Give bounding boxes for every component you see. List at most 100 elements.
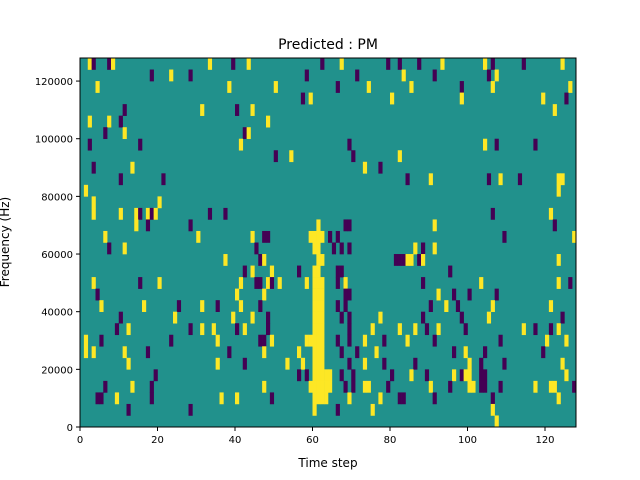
heatmap-cell xyxy=(452,346,457,359)
heatmap-cell xyxy=(114,392,120,405)
heatmap-cell xyxy=(483,58,488,70)
heatmap-cell xyxy=(552,219,557,232)
heatmap-cell xyxy=(250,230,255,243)
heatmap-cell xyxy=(242,127,247,140)
heatmap-cell xyxy=(432,334,437,347)
heatmap-cell xyxy=(316,300,321,312)
y-tick-label: 0 xyxy=(67,423,73,434)
heatmap-cell xyxy=(498,173,503,186)
heatmap-cell xyxy=(564,369,569,382)
heatmap-cell xyxy=(258,277,263,289)
heatmap-cell xyxy=(517,173,523,186)
heatmap-cell xyxy=(347,357,352,370)
heatmap-cell xyxy=(486,311,492,324)
heatmap-cell xyxy=(266,230,271,243)
x-axis-label: Time step xyxy=(297,456,357,470)
heatmap-cell xyxy=(312,242,317,255)
heatmap-cell xyxy=(572,230,577,243)
heatmap-cell xyxy=(266,277,271,289)
heatmap-cell xyxy=(335,230,340,243)
heatmap-cell xyxy=(316,392,321,405)
heatmap-cell xyxy=(521,58,526,70)
heatmap-cell xyxy=(312,323,317,336)
heatmap-cell xyxy=(335,300,340,312)
y-tick-label: 20000 xyxy=(41,365,73,376)
heatmap-cell xyxy=(347,334,352,347)
heatmap-cell xyxy=(409,254,414,266)
heatmap-cell xyxy=(343,300,348,312)
heatmap-cell xyxy=(126,323,131,336)
heatmap-cell xyxy=(564,92,569,105)
heatmap-cell xyxy=(494,69,499,82)
heatmap-cell xyxy=(386,58,391,70)
heatmap-cell xyxy=(130,380,135,393)
heatmap-cell xyxy=(316,357,321,370)
heatmap-cell xyxy=(494,138,499,151)
heatmap-cell xyxy=(355,69,360,82)
heatmap-cell xyxy=(242,357,247,370)
heatmap-cell xyxy=(316,219,321,232)
heatmap-cell xyxy=(560,311,565,324)
heatmap-cell xyxy=(424,323,430,336)
heatmap-cell xyxy=(545,334,550,347)
heatmap-cell xyxy=(242,265,247,278)
heatmap-cell xyxy=(405,173,410,186)
heatmap-cell xyxy=(300,92,306,105)
heatmap-cell xyxy=(479,369,484,382)
heatmap-cell xyxy=(347,392,352,405)
heatmap-cell xyxy=(568,81,573,93)
heatmap-cell xyxy=(200,104,205,116)
heatmap-cell xyxy=(207,207,213,220)
heatmap-cell xyxy=(103,380,108,393)
heatmap-cell xyxy=(382,357,387,370)
heatmap-cell xyxy=(479,277,484,289)
heatmap-cell xyxy=(339,369,344,382)
heatmap-cell xyxy=(176,300,182,312)
heatmap-cell xyxy=(521,323,526,336)
heatmap-cell xyxy=(173,311,178,324)
heatmap-cell xyxy=(142,300,147,312)
heatmap-cell xyxy=(564,334,569,347)
heatmap-cell xyxy=(153,207,158,220)
heatmap-cell xyxy=(397,392,402,405)
heatmap-cell xyxy=(308,230,313,243)
heatmap-cell xyxy=(421,254,426,266)
heatmap-cell xyxy=(122,242,127,255)
heatmap-cell xyxy=(452,369,457,382)
heatmap-cell xyxy=(560,357,565,370)
heatmap-cell xyxy=(459,311,464,324)
y-tick-label: 120000 xyxy=(35,77,73,88)
heatmap-cell xyxy=(486,173,492,186)
heatmap-cell xyxy=(316,265,321,278)
plot-area xyxy=(79,57,577,428)
y-tick-label: 40000 xyxy=(41,308,73,319)
heatmap-cell xyxy=(145,219,151,232)
chart-title: Predicted : PM xyxy=(278,37,378,53)
heatmap-cell xyxy=(219,392,224,405)
heatmap-cell xyxy=(378,161,383,174)
heatmap-cell xyxy=(312,277,317,289)
heatmap-cell xyxy=(91,207,96,220)
heatmap-cell xyxy=(417,254,422,266)
heatmap-cell xyxy=(235,323,240,336)
heatmap-cell xyxy=(335,334,340,347)
heatmap-cell xyxy=(335,403,340,416)
heatmap-cell xyxy=(250,265,255,278)
heatmap-cell xyxy=(428,380,433,393)
heatmap-cell xyxy=(308,92,313,105)
heatmap-cell xyxy=(188,403,193,416)
heatmap-cell xyxy=(211,323,216,336)
heatmap-cell xyxy=(556,277,561,289)
heatmap-cell xyxy=(467,357,472,370)
heatmap-cell xyxy=(324,369,329,382)
heatmap-cell xyxy=(227,81,232,93)
heatmap-cell xyxy=(262,380,267,393)
heatmap-cell xyxy=(320,230,325,243)
heatmap-cell xyxy=(91,58,96,70)
heatmap-cell xyxy=(432,392,437,405)
heatmap-cell xyxy=(235,104,240,116)
heatmap-cell xyxy=(366,380,371,393)
x-tick-label: 100 xyxy=(458,435,477,446)
heatmap-cell xyxy=(258,300,263,312)
heatmap-cell xyxy=(215,334,220,347)
